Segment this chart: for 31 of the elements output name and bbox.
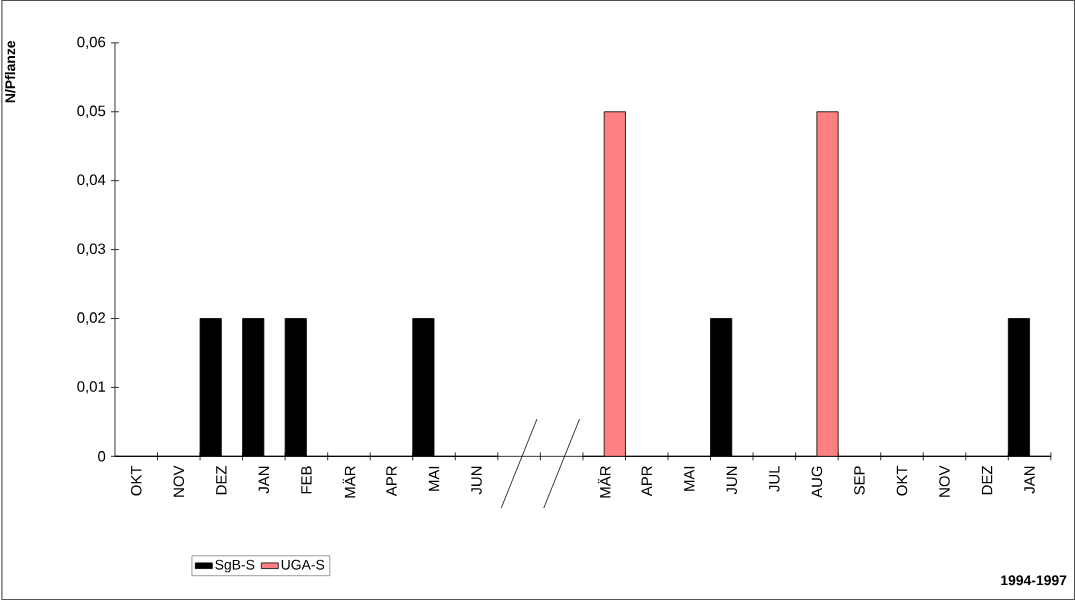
legend-label: SgB-S [215,559,255,573]
y-tick-label: 0,05 [77,105,106,118]
y-axis-title: N/Pflanze [4,40,16,103]
x-tick-label: NOV [173,465,185,497]
x-tick-label: MÄR [342,466,356,498]
legend-label: UGA-S [281,559,325,570]
x-tick-label: OKT [130,465,142,496]
x-tick-label: JAN [258,466,270,494]
y-tick-label: 0,03 [77,243,106,256]
y-tick-label: 0,06 [77,36,106,49]
x-tick-label: DEZ [216,465,227,495]
x-tick-label: JUN [726,466,738,495]
x-tick-label: OKT [896,465,908,496]
y-tick-label: 0,04 [77,174,106,187]
x-tick-label: FEB [301,466,312,494]
x-tick-label: MÄR [597,466,611,498]
x-tick-label: DEZ [981,465,993,495]
x-tick-label: MAI [684,466,695,491]
x-tick-label: JUN [471,466,482,495]
x-tick-label: JUL [769,465,780,492]
x-tick-label: JAN [1024,466,1035,494]
x-tick-label: AUG [811,466,823,498]
x-tick-label: APR [641,466,652,497]
text: 1994-1997 [1001,575,1067,586]
y-tick-label: 0,01 [77,381,106,394]
x-tick-label: NOV [939,465,950,497]
x-tick-label: SEP [854,466,865,495]
y-tick-label: 0 [98,451,106,462]
x-tick-label: APR [386,466,397,497]
y-tick-label: 0,02 [77,312,106,325]
x-tick-label: MAI [428,466,440,491]
